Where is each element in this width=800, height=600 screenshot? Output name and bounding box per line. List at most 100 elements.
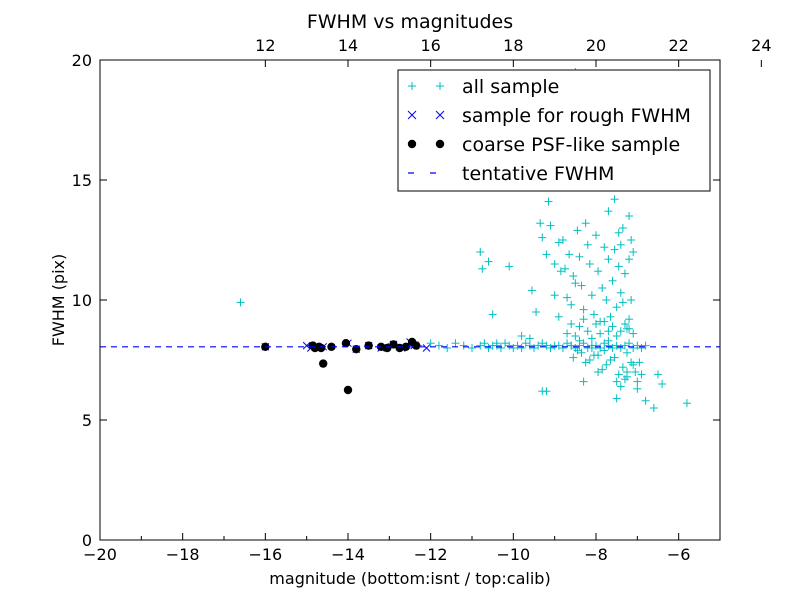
data-point-all-sample [577, 281, 586, 290]
y-axis-title: FWHM (pix) [49, 254, 68, 347]
data-point-all-sample [616, 327, 625, 336]
data-point-all-sample [610, 245, 619, 254]
data-point-all-sample [606, 312, 615, 321]
data-point-all-sample [530, 344, 538, 352]
data-point-all-sample [550, 260, 559, 268]
data-point-all-sample [654, 370, 662, 379]
data-point-all-sample [538, 339, 547, 348]
data-point-all-sample [426, 339, 435, 348]
legend-marker [407, 110, 417, 120]
data-point-all-sample [592, 341, 600, 350]
legend-item-tentative-fwhm: tentative FWHM [408, 163, 614, 185]
top-x-tick-label: 16 [420, 36, 440, 55]
data-point-all-sample [546, 221, 555, 230]
data-point-all-sample [563, 293, 572, 302]
legend-label: coarse PSF-like sample [462, 134, 680, 156]
data-point-all-sample [598, 365, 607, 374]
data-point-all-sample [614, 262, 623, 271]
data-point-all-sample [583, 327, 592, 336]
legend-marker [435, 139, 445, 149]
data-point-all-sample [575, 252, 584, 261]
data-point-all-sample [561, 264, 569, 273]
data-point-all-sample [600, 346, 609, 355]
data-point-all-sample [629, 360, 638, 369]
data-point-all-sample [558, 236, 567, 244]
data-point-all-sample [468, 344, 476, 352]
data-point-all-sample [581, 219, 590, 228]
data-point-coarse-psf [383, 343, 392, 353]
data-point-all-sample [484, 257, 493, 266]
data-point-all-sample [596, 329, 605, 338]
data-point-all-sample [480, 339, 489, 348]
data-point-all-sample [614, 228, 623, 237]
data-point-coarse-psf [401, 342, 411, 351]
data-point-all-sample [575, 322, 584, 331]
data-point-all-sample [579, 339, 588, 348]
data-point-all-sample [618, 224, 627, 232]
data-point-all-sample [627, 236, 636, 244]
data-point-all-sample [575, 336, 584, 345]
data-point-all-sample [554, 238, 563, 247]
x-tick-label: −10 [496, 545, 530, 564]
data-point-all-sample [641, 396, 650, 405]
data-point-all-sample [616, 382, 625, 391]
data-point-all-sample [556, 267, 565, 276]
data-point-all-sample [627, 296, 636, 304]
data-point-all-sample [633, 341, 642, 350]
data-point-all-sample [592, 320, 600, 328]
data-point-all-sample [585, 356, 594, 364]
data-point-all-sample [567, 300, 576, 309]
data-point-all-sample [606, 356, 615, 364]
data-point-all-sample [641, 341, 650, 350]
legend-item-all-sample: all sample [408, 76, 559, 98]
data-point-all-sample [618, 298, 627, 307]
top-x-tick-label: 22 [668, 36, 688, 55]
chart-title: FWHM vs magnitudes [307, 11, 513, 33]
x-tick-label: −16 [248, 545, 282, 564]
data-point-all-sample [236, 298, 245, 307]
data-point-all-sample [534, 341, 543, 350]
y-tick-label: 0 [82, 531, 92, 550]
x-tick-label: −14 [331, 545, 365, 564]
data-point-all-sample [612, 341, 621, 350]
data-point-all-sample [581, 358, 590, 367]
data-point-all-sample [625, 339, 634, 348]
data-point-all-sample [579, 315, 588, 324]
data-point-all-sample [525, 334, 534, 343]
legend-marker [436, 82, 444, 90]
data-point-all-sample [620, 320, 629, 328]
data-point-all-sample [567, 341, 576, 350]
data-point-all-sample [525, 341, 534, 350]
data-point-all-sample [600, 317, 609, 326]
data-point-all-sample [544, 197, 553, 206]
data-point-all-sample [600, 243, 609, 252]
x-tick-label: −12 [414, 545, 448, 564]
data-point-all-sample [546, 344, 555, 352]
data-point-all-sample [616, 240, 625, 249]
data-point-all-sample [579, 305, 588, 314]
data-point-all-sample [569, 353, 578, 362]
legend-item-rough-fwhm: sample for rough FWHM [407, 105, 691, 127]
data-point-all-sample [658, 380, 667, 388]
data-point-all-sample [492, 339, 501, 348]
data-point-all-sample [612, 394, 621, 403]
data-point-coarse-psf [412, 341, 421, 350]
x-tick-label: −20 [83, 545, 117, 564]
data-point-all-sample [505, 341, 514, 350]
data-point-all-sample [496, 344, 505, 352]
data-point-all-sample [604, 207, 613, 216]
data-point-all-sample [629, 344, 638, 352]
data-point-all-sample [571, 332, 580, 340]
legend-marker [408, 82, 416, 90]
data-point-all-sample [616, 344, 625, 352]
data-point-all-sample [608, 322, 617, 331]
data-point-all-sample [594, 267, 603, 276]
data-point-all-sample [610, 353, 619, 362]
top-x-tick-label: 12 [255, 36, 275, 55]
data-point-all-sample [625, 255, 634, 264]
data-point-all-sample [550, 291, 559, 300]
data-point-all-sample [633, 377, 642, 386]
data-point-all-sample [509, 344, 518, 352]
data-point-all-sample [592, 231, 600, 240]
data-point-all-sample [565, 250, 574, 259]
